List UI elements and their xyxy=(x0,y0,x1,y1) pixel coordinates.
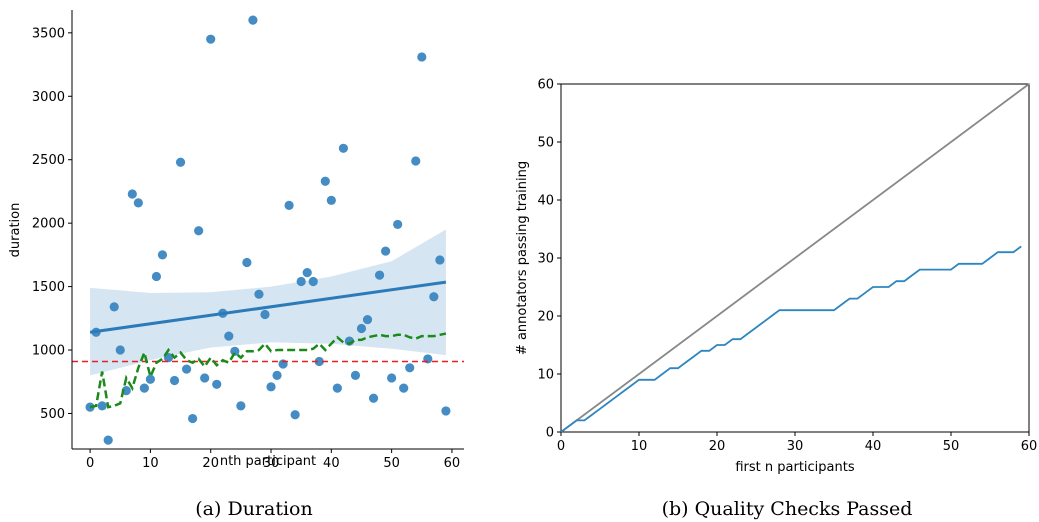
x-tick-label: 30 xyxy=(787,439,804,454)
duration-point xyxy=(338,143,348,153)
x-tick-label: 0 xyxy=(557,439,565,454)
duration-point xyxy=(181,364,192,374)
duration-point xyxy=(411,156,421,166)
x-tick-label: 60 xyxy=(444,456,461,471)
duration-point xyxy=(405,363,415,373)
right-x-label: first n participants xyxy=(735,460,854,475)
running-median-line xyxy=(89,332,447,409)
x-tick-label: 40 xyxy=(865,439,882,454)
duration-point xyxy=(109,302,119,312)
duration-point xyxy=(362,314,373,325)
duration-point xyxy=(399,383,409,393)
duration-point xyxy=(260,309,270,320)
y-tick-label: 1500 xyxy=(32,280,65,295)
x-tick-label: 40 xyxy=(323,456,340,471)
y-tick-label: 3000 xyxy=(32,90,65,105)
reference-line xyxy=(560,83,1030,433)
left-x-label: nth participant xyxy=(220,454,316,469)
duration-point xyxy=(290,410,300,420)
x-tick-label: 30 xyxy=(263,456,280,471)
duration-point xyxy=(224,331,234,341)
duration-point xyxy=(308,276,318,287)
duration-point xyxy=(320,176,330,186)
left-y-label: duration xyxy=(8,203,23,258)
duration-point xyxy=(194,226,204,236)
duration-point xyxy=(393,219,403,230)
duration-point xyxy=(356,323,367,334)
duration-point xyxy=(296,276,306,287)
right-y-ticks: 0 10 20 30 40 50 60 xyxy=(537,78,561,441)
right-y-label: # annotators passing training xyxy=(515,161,530,355)
duration-point xyxy=(368,393,379,403)
duration-point xyxy=(151,271,162,282)
duration-point xyxy=(272,370,282,381)
y-tick-label: 30 xyxy=(537,252,554,267)
quality-panel: 0 10 20 30 40 50 60 0 10 20 30 40 50 60 first n part… xyxy=(515,78,1037,521)
duration-point xyxy=(188,413,198,424)
duration-point xyxy=(236,401,246,411)
x-tick-label: 10 xyxy=(631,439,648,454)
duration-point xyxy=(157,250,168,260)
x-tick-label: 10 xyxy=(142,456,159,471)
duration-points xyxy=(85,15,451,445)
y-tick-label: 50 xyxy=(537,136,554,151)
duration-point xyxy=(429,292,439,302)
duration-point xyxy=(248,15,258,25)
x-tick-label: 50 xyxy=(383,456,400,471)
x-tick-label: 20 xyxy=(202,456,219,471)
duration-point xyxy=(97,401,107,411)
duration-point xyxy=(374,270,385,280)
duration-point xyxy=(381,246,391,256)
duration-point xyxy=(266,382,276,392)
duration-point xyxy=(350,370,361,381)
y-tick-label: 1000 xyxy=(32,344,65,359)
duration-point xyxy=(127,189,137,199)
duration-point xyxy=(212,379,222,389)
left-caption: (a) Duration xyxy=(195,498,312,520)
y-tick-label: 2000 xyxy=(32,217,65,232)
y-tick-label: 10 xyxy=(537,368,554,383)
duration-point xyxy=(284,200,294,210)
y-tick-label: 40 xyxy=(537,194,554,209)
duration-point xyxy=(332,383,342,393)
y-tick-label: 0 xyxy=(546,426,554,441)
x-tick-label: 0 xyxy=(86,456,94,471)
y-tick-label: 3500 xyxy=(32,26,65,41)
duration-point xyxy=(103,435,113,445)
x-tick-label: 50 xyxy=(943,439,960,454)
left-x-ticks: 0 10 20 30 40 50 60 xyxy=(86,449,460,471)
y-tick-label: 500 xyxy=(40,407,65,422)
duration-point xyxy=(133,198,143,208)
duration-point xyxy=(206,34,216,44)
regression-line xyxy=(89,280,447,334)
duration-point xyxy=(169,375,180,386)
duration-point xyxy=(326,195,336,205)
confidence-band xyxy=(90,229,446,376)
duration-point xyxy=(139,383,149,393)
y-tick-label: 2500 xyxy=(32,153,65,168)
duration-point xyxy=(441,406,451,416)
duration-point xyxy=(145,374,155,384)
duration-panel: 0 10 20 30 40 50 60 500 1000 1500 2000 2500 3000 350… xyxy=(8,10,464,520)
right-x-ticks: 0 10 20 30 40 50 60 xyxy=(557,432,1037,454)
x-tick-label: 20 xyxy=(709,439,726,454)
duration-point xyxy=(254,289,264,299)
passing-line xyxy=(560,245,1022,433)
y-tick-label: 60 xyxy=(537,78,554,93)
duration-point xyxy=(242,257,252,268)
duration-point xyxy=(175,157,186,167)
duration-point xyxy=(200,373,210,383)
duration-point xyxy=(417,52,427,62)
duration-point xyxy=(387,373,397,383)
duration-point xyxy=(115,345,125,355)
left-y-ticks: 500 1000 1500 2000 2500 3000 3500 xyxy=(32,26,72,422)
duration-point xyxy=(314,356,324,367)
y-tick-label: 20 xyxy=(537,310,554,325)
duration-point xyxy=(435,255,445,265)
x-tick-label: 60 xyxy=(1021,439,1038,454)
duration-point xyxy=(302,268,312,278)
duration-point xyxy=(230,346,240,356)
right-caption: (b) Quality Checks Passed xyxy=(662,498,913,520)
